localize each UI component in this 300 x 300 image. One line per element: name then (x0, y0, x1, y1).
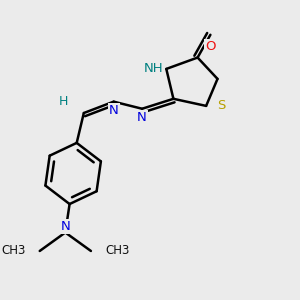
Text: NH: NH (144, 62, 164, 75)
Text: N: N (60, 220, 70, 233)
Text: S: S (218, 99, 226, 112)
Text: H: H (59, 95, 69, 108)
Text: N: N (109, 104, 118, 117)
Text: N: N (137, 111, 147, 124)
Text: CH3: CH3 (105, 244, 130, 257)
Text: CH3: CH3 (1, 244, 26, 257)
Text: O: O (205, 40, 216, 53)
